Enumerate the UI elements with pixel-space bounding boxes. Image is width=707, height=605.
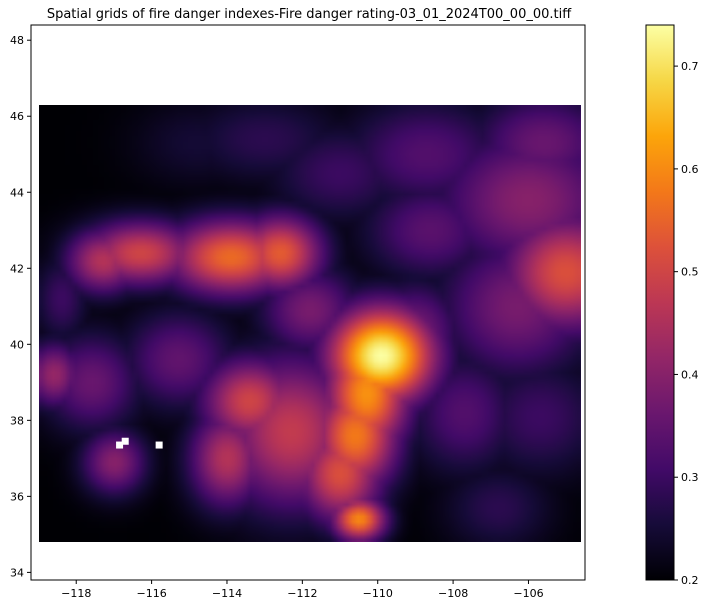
y-tick-label: 42 [10,262,24,275]
x-axis: −118 −116 −114 −112 −110 −108 −106 [61,580,544,600]
x-tick-label: −112 [287,587,317,600]
x-tick-label: −118 [61,587,91,600]
x-tick-label: −114 [212,587,242,600]
colorbar-tick-label: 0.6 [681,163,699,176]
y-tick-label: 46 [10,110,24,123]
colorbar-tick-label: 0.2 [681,574,699,587]
y-tick-label: 34 [10,566,24,579]
x-tick-label: −116 [136,587,166,600]
plot-area [30,24,586,581]
x-tick-label: −108 [438,587,468,600]
missing-cell [155,441,163,449]
y-axis: 34 36 38 40 42 44 46 48 [10,34,31,579]
colorbar-frame [645,24,675,581]
colorbar-gradient [646,25,674,580]
missing-cells [116,437,163,449]
chart-title: Spatial grids of fire danger indexes-Fir… [47,7,572,22]
colorbar-tick-label: 0.7 [681,60,699,73]
y-tick-label: 36 [10,490,24,503]
fire-danger-raster [39,105,581,542]
plot-frame [30,24,586,581]
x-tick-label: −110 [363,587,393,600]
colorbar-tick-label: 0.5 [681,266,699,279]
y-tick-label: 48 [10,34,24,47]
colorbar-tick-label: 0.3 [681,471,699,484]
y-tick-label: 44 [10,186,24,199]
missing-cell [116,441,124,449]
colorbar-tick-label: 0.4 [681,368,699,381]
y-tick-label: 38 [10,414,24,427]
colorbar: 0.2 0.3 0.4 0.5 0.6 0.7 [645,24,699,587]
colorbar-ticks: 0.2 0.3 0.4 0.5 0.6 0.7 [674,60,699,587]
missing-cell [121,437,129,445]
y-tick-label: 40 [10,338,24,351]
x-tick-label: −106 [513,587,543,600]
